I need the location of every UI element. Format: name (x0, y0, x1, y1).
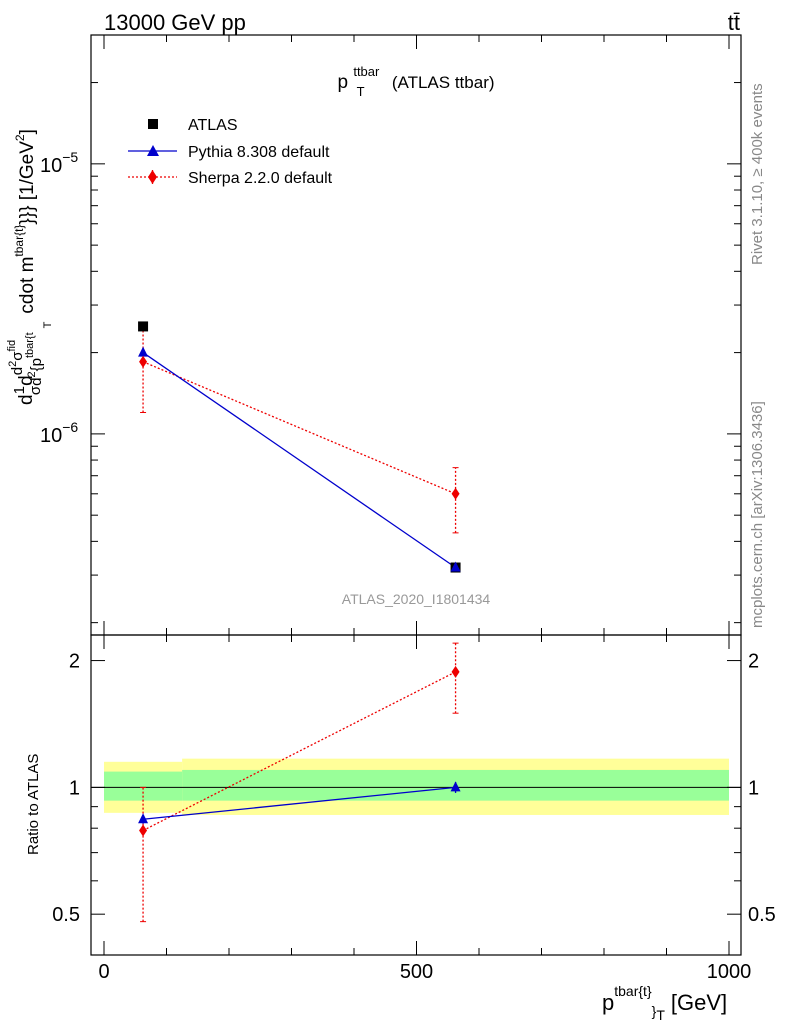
legend: ATLAS Pythia 8.308 default Sherpa 2.2.0 … (128, 117, 333, 187)
plot-title: p ttbar T (ATLAS ttbar) (337, 60, 494, 101)
y-tick-label: 10−5 (40, 149, 78, 177)
mcplots-label: mcplots.cern.ch [arXiv:1306.3436] (749, 401, 766, 628)
ratio-y-tick-label: 2 (748, 651, 759, 673)
ratio-series (138, 642, 461, 923)
legend-sherpa-marker (148, 170, 157, 184)
energy-label: 13000 GeV pp (104, 10, 246, 35)
atlas-point (138, 321, 149, 332)
legend-sherpa-label: Sherpa 2.2.0 default (188, 170, 333, 187)
sherpa-point (451, 487, 460, 500)
ratio-y-tick-label: 0.5 (748, 904, 776, 926)
ratio-y-tick-label: 1 (748, 777, 759, 799)
title-p: p (337, 72, 348, 93)
ratio-bands (91, 758, 741, 815)
ratio-y-tick-label: 2 (69, 651, 80, 673)
legend-pythia-label: Pythia 8.308 default (188, 144, 330, 161)
rivet-label: Rivet 3.1.10, ≥ 400k events (749, 83, 766, 265)
ratio-pythia-point (450, 781, 461, 792)
x-axis-label: ptbar{t}}T [GeV] (602, 983, 727, 1023)
ratio-y-tick-label: 1 (69, 777, 80, 799)
pythia-point (450, 561, 461, 572)
x-tick-label: 1000 (707, 961, 752, 983)
ratio-panel: 0.5 0.5 1 1 2 2 (52, 634, 776, 956)
pythia-point (138, 346, 149, 357)
main-panel: 10−6 10−5 p ttbar T (ATLAS ttbar) ATLAS P… (40, 34, 742, 636)
main-axis-ticks: 10−6 10−5 (40, 35, 741, 635)
legend-atlas-label: ATLAS (188, 117, 238, 134)
ratio-sherpa-point (139, 824, 148, 837)
ratio-pythia-point (138, 813, 149, 824)
main-y-label: d1σdd2σfidd2{ptbar{tTcdot mtbar{t}}}} [1… (6, 129, 54, 405)
sherpa-line (142, 361, 456, 495)
analysis-label: ATLAS_2020_I1801434 (342, 591, 491, 607)
x-tick-label: 500 (400, 961, 433, 983)
title-rest: (ATLAS ttbar) (392, 73, 495, 92)
x-tick-label: 0 (98, 961, 109, 983)
ratio-sherpa-line (142, 671, 456, 832)
x-tick-labels: 0 500 1000 (98, 961, 751, 983)
ratio-axis-ticks: 0.5 0.5 1 1 2 2 (52, 635, 776, 956)
ratio-sherpa-point (451, 665, 460, 678)
ratio-y-label: Ratio to ATLAS (25, 754, 42, 855)
y-tick-label: 10−6 (40, 419, 78, 447)
process-label: tt̄ (728, 10, 740, 35)
legend-atlas-marker (148, 119, 158, 129)
ratio-pythia-line (142, 786, 456, 820)
main-series (138, 321, 461, 573)
sherpa-point (139, 355, 148, 368)
ratio-y-tick-label: 0.5 (52, 904, 80, 926)
title-sub: T (357, 84, 365, 99)
title-sup: ttbar (353, 64, 380, 79)
legend-pythia-marker (147, 145, 159, 156)
pythia-line (142, 352, 456, 569)
